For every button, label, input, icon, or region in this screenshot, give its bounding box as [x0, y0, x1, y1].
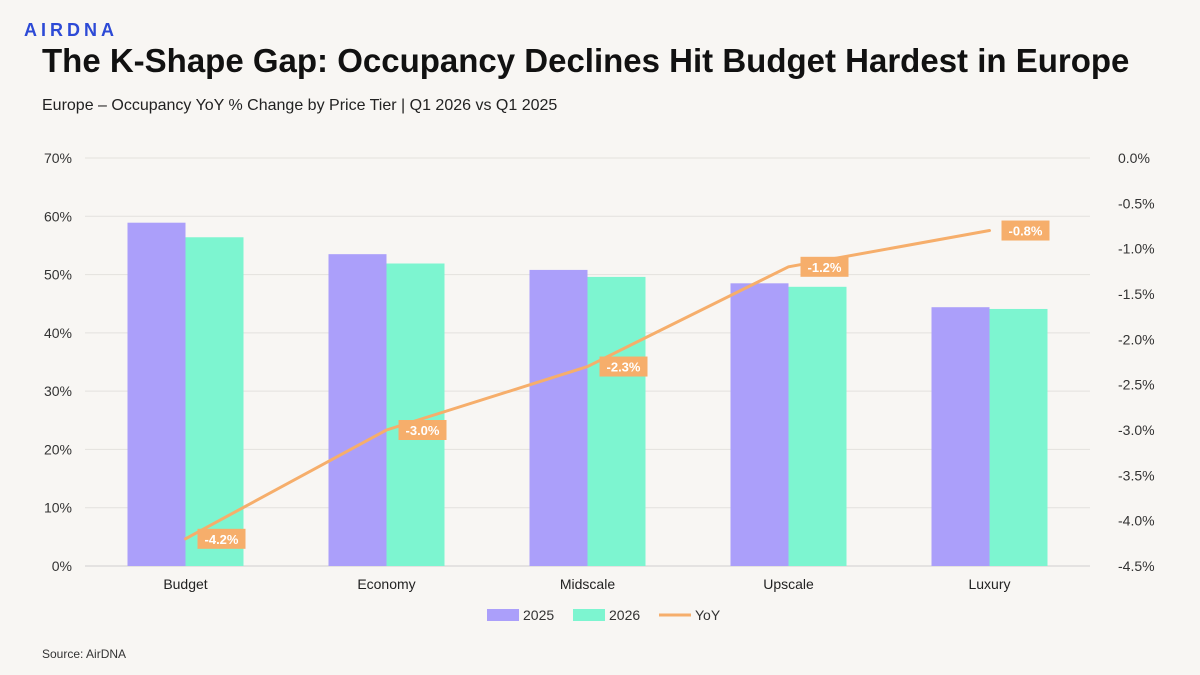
legend-label: 2025: [523, 607, 554, 623]
bar-2025-luxury: [931, 307, 990, 566]
x-category-label: Upscale: [763, 576, 814, 592]
yoy-line: [184, 229, 991, 541]
bar-2026-midscale: [587, 276, 646, 566]
legend-swatch-2025: [487, 609, 519, 621]
yoy-label-box: [599, 356, 648, 377]
x-category-label: Luxury: [968, 576, 1010, 592]
yoy-label-box: [1001, 220, 1050, 241]
y-left-tick-label: 60%: [44, 208, 72, 224]
legend-label: 2026: [609, 607, 640, 623]
y-right-tick-label: 0.0%: [1118, 150, 1150, 166]
x-category-label: Midscale: [560, 576, 615, 592]
x-category-label: Budget: [163, 576, 207, 592]
y-left-tick-label: 70%: [44, 150, 72, 166]
y-left-tick-label: 40%: [44, 325, 72, 341]
chart-subtitle: Europe – Occupancy YoY % Change by Price…: [42, 97, 558, 114]
bar-2026-luxury: [989, 308, 1048, 566]
bar-2025-midscale: [529, 269, 588, 566]
x-category-label: Economy: [357, 576, 415, 592]
bar-2025-upscale: [730, 283, 789, 566]
yoy-label-box: [197, 528, 246, 549]
yoy-label-box: [398, 420, 447, 440]
yoy-data-label: -3.0%: [406, 423, 440, 438]
yoy-data-label: -4.2%: [205, 532, 239, 547]
legend-label: YoY: [695, 607, 721, 623]
y-right-tick-label: -4.0%: [1118, 513, 1155, 529]
yoy-data-label: -2.3%: [607, 360, 641, 375]
y-right-tick-label: -2.0%: [1118, 331, 1155, 347]
legend-swatch-2026: [573, 609, 605, 621]
y-left-tick-label: 10%: [44, 500, 72, 516]
y-left-tick-label: 30%: [44, 383, 72, 399]
yoy-label-box: [800, 256, 849, 277]
bar-2025-budget: [127, 222, 186, 566]
yoy-data-label: -0.8%: [1009, 224, 1043, 239]
y-right-tick-label: -1.0%: [1118, 241, 1155, 257]
y-right-tick-label: -0.5%: [1118, 195, 1155, 211]
y-left-tick-label: 20%: [44, 441, 72, 457]
y-left-tick-label: 0%: [52, 558, 72, 574]
y-right-tick-label: -3.5%: [1118, 467, 1155, 483]
y-right-tick-label: -1.5%: [1118, 286, 1155, 302]
bar-2026-upscale: [788, 286, 847, 566]
y-right-tick-label: -2.5%: [1118, 377, 1155, 393]
chart-title: The K-Shape Gap: Occupancy Declines Hit …: [42, 42, 1130, 79]
bar-2026-budget: [185, 237, 244, 567]
y-right-tick-label: -3.0%: [1118, 422, 1155, 438]
y-left-tick-label: 50%: [44, 267, 72, 283]
airdna-logo: AIRDNA: [24, 20, 118, 40]
y-right-tick-label: -4.5%: [1118, 558, 1155, 574]
bar-2025-economy: [328, 254, 387, 566]
source-note: Source: AirDNA: [42, 647, 127, 661]
yoy-data-label: -1.2%: [808, 260, 842, 275]
